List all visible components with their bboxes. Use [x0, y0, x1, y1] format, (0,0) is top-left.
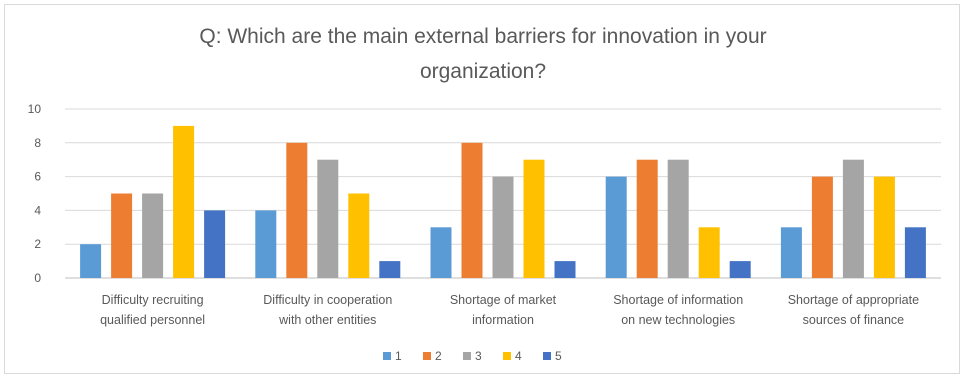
- category-label: on new technologies: [621, 313, 735, 327]
- legend-label-5: 5: [555, 349, 562, 363]
- chart-title-line-2: organization?: [420, 60, 546, 83]
- bar-series-3-cat-4: [667, 159, 689, 278]
- legend-swatch-1: [383, 352, 391, 360]
- y-tick-label: 2: [34, 237, 41, 251]
- bar-series-4-cat-4: [698, 227, 720, 278]
- chart-title: Q: Which are the main external barriers …: [199, 25, 766, 83]
- y-axis-tick-labels: 0 2 4 6 8 10: [28, 102, 42, 285]
- legend-swatch-2: [423, 352, 431, 360]
- category-labels: Difficulty recruiting qualified personnel…: [100, 293, 919, 327]
- y-tick-label: 4: [34, 203, 41, 217]
- bar-series-3-cat-1: [142, 193, 164, 278]
- chart-frame: Q: Which are the main external barriers …: [4, 4, 960, 374]
- bar-series-1-cat-5: [780, 227, 802, 278]
- legend-swatch-5: [543, 352, 551, 360]
- bar-series-1-cat-4: [605, 176, 627, 278]
- bar-series-4-cat-5: [873, 176, 895, 278]
- bar-series-2-cat-3: [461, 142, 483, 278]
- y-tick-label: 6: [34, 170, 41, 184]
- bar-series-1-cat-1: [80, 244, 102, 278]
- bars: [80, 125, 926, 279]
- category-label: Shortage of appropriate: [788, 293, 919, 307]
- legend-swatch-4: [503, 352, 511, 360]
- legend: 1 2 3 4 5: [383, 349, 562, 363]
- legend-label-3: 3: [475, 349, 482, 363]
- bar-series-2-cat-1: [111, 193, 133, 278]
- legend-label-1: 1: [395, 349, 402, 363]
- bar-series-4-cat-2: [348, 193, 370, 278]
- bar-series-1-cat-2: [255, 210, 277, 278]
- bar-series-5-cat-5: [904, 227, 926, 278]
- bar-series-5-cat-1: [204, 210, 226, 278]
- category-label: Shortage of market: [450, 293, 557, 307]
- y-tick-label: 10: [28, 102, 42, 116]
- bar-series-5-cat-2: [379, 261, 401, 278]
- category-label: Difficulty recruiting: [102, 293, 204, 307]
- bar-series-5-cat-3: [554, 261, 576, 278]
- bar-series-1-cat-3: [430, 227, 452, 278]
- bar-series-3-cat-3: [492, 176, 514, 278]
- category-label: information: [472, 313, 534, 327]
- bar-series-4-cat-3: [523, 159, 545, 278]
- category-label: Difficulty in cooperation: [263, 293, 392, 307]
- bar-series-3-cat-2: [317, 159, 339, 278]
- category-label: with other entities: [278, 313, 376, 327]
- bar-series-3-cat-5: [842, 159, 864, 278]
- legend-label-2: 2: [435, 349, 442, 363]
- y-tick-label: 0: [34, 271, 41, 285]
- legend-swatch-3: [463, 352, 471, 360]
- y-tick-label: 8: [34, 136, 41, 150]
- bar-series-2-cat-4: [636, 159, 658, 278]
- category-label: qualified personnel: [100, 313, 205, 327]
- bar-series-4-cat-1: [173, 125, 195, 279]
- chart-svg: Q: Which are the main external barriers …: [28, 25, 941, 363]
- bar-series-2-cat-5: [811, 176, 833, 278]
- bar-series-2-cat-2: [286, 142, 308, 278]
- legend-label-4: 4: [515, 349, 522, 363]
- chart-title-line-1: Q: Which are the main external barriers …: [199, 25, 766, 48]
- bar-series-5-cat-4: [729, 261, 751, 278]
- category-label: sources of finance: [803, 313, 904, 327]
- category-label: Shortage of information: [613, 293, 743, 307]
